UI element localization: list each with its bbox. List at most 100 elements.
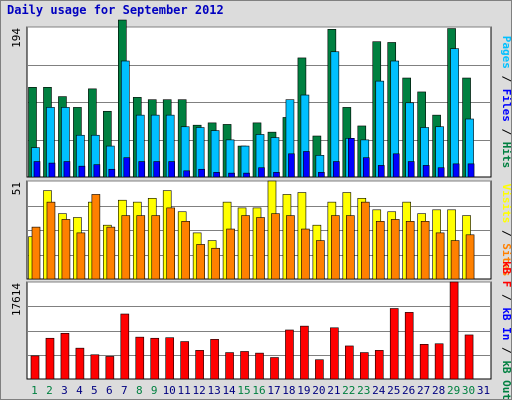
day-label: 12	[193, 384, 206, 397]
pages-bar	[258, 167, 265, 178]
sites-bar	[46, 201, 56, 280]
pages-bar	[93, 164, 101, 178]
day-label: 6	[106, 384, 113, 397]
day-label: 27	[417, 384, 430, 397]
sites-bar	[316, 240, 325, 280]
sites-bar	[390, 219, 400, 280]
sites-bar	[465, 234, 475, 280]
kbytes-bar	[389, 308, 399, 380]
sites-bar	[211, 247, 220, 280]
sites-bar	[196, 244, 205, 280]
pages-bar	[228, 172, 235, 178]
kbytes-bar	[225, 352, 234, 380]
kbytes-bar	[30, 355, 40, 380]
day-label: 9	[151, 384, 158, 397]
sites-bar	[61, 219, 71, 280]
pages-bar	[392, 153, 400, 178]
kbytes-bar	[150, 337, 160, 380]
side-label-part: /	[500, 287, 511, 307]
kbytes-bar	[165, 337, 175, 380]
sites-bar	[346, 215, 355, 280]
files-bar	[270, 137, 280, 178]
kbytes-bar	[255, 352, 264, 380]
pages-bar	[303, 151, 310, 178]
files-bar	[450, 48, 459, 178]
kbytes-bar	[300, 325, 309, 380]
pages-bar	[108, 168, 116, 178]
day-label: 28	[432, 384, 445, 397]
kbytes-bar	[270, 357, 279, 380]
pages-bar	[78, 165, 86, 178]
sites-bar	[271, 213, 280, 280]
day-label: 29	[447, 384, 460, 397]
sites-bar	[181, 221, 190, 280]
sites-bar	[256, 217, 265, 280]
pages-bar	[452, 163, 460, 178]
files-bar	[330, 51, 340, 178]
kbytes-bar	[105, 356, 115, 380]
pages-bar	[33, 161, 41, 178]
files-bar	[375, 80, 385, 178]
day-label: 3	[61, 384, 68, 397]
pages-bar	[467, 163, 475, 178]
day-label: 23	[357, 384, 370, 397]
pages-bar	[243, 172, 250, 178]
kbytes-bar	[135, 336, 145, 380]
panel-3-side-label: kB F / kB In / kB Out	[500, 261, 511, 399]
side-label-part: /	[500, 122, 511, 142]
kbytes-bar	[374, 350, 384, 380]
pages-bar	[288, 153, 295, 178]
day-label: 1	[31, 384, 38, 397]
sites-bar	[405, 221, 415, 280]
panel-2-ymax-label: 51	[10, 182, 23, 195]
kbytes-bar	[60, 332, 70, 380]
pages-bar	[377, 165, 385, 178]
day-label: 22	[342, 384, 355, 397]
side-label-part: Hits	[500, 142, 511, 169]
side-label-part: Pages	[500, 36, 511, 69]
kbytes-bar	[240, 351, 249, 380]
sites-bar	[420, 221, 430, 280]
sites-bar	[450, 240, 460, 280]
day-label: 24	[372, 384, 386, 397]
day-label: 13	[207, 384, 220, 397]
sites-bar	[76, 232, 86, 280]
pages-bar	[183, 170, 190, 178]
pages-bar	[348, 138, 355, 178]
sites-bar	[151, 215, 161, 280]
day-label: 5	[91, 384, 98, 397]
day-label: 15	[237, 384, 250, 397]
pages-bar	[63, 161, 71, 178]
kbytes-bar	[285, 329, 294, 380]
kbytes-bar	[345, 345, 354, 380]
side-label-part: kB Out	[500, 360, 511, 399]
kbytes-bar	[180, 341, 189, 380]
kbytes-bar	[90, 354, 100, 380]
panel-2-side-label: Visits / Sites	[500, 184, 511, 277]
day-label: 25	[387, 384, 400, 397]
pages-bar	[422, 165, 430, 178]
day-label: 8	[136, 384, 143, 397]
sites-bar	[286, 215, 295, 280]
side-label-part: /	[500, 69, 511, 89]
files-bar	[225, 139, 235, 178]
files-bar	[210, 130, 220, 178]
sites-bar	[435, 232, 445, 280]
sites-bar	[106, 226, 116, 280]
day-label: 11	[178, 384, 191, 397]
sites-bar	[136, 215, 146, 280]
day-label: 19	[297, 384, 310, 397]
kbytes-bar	[315, 359, 324, 380]
kbytes-bar	[120, 313, 130, 380]
pages-bar	[273, 172, 280, 178]
kbytes-bar	[75, 347, 85, 380]
day-label: 4	[76, 384, 83, 397]
panel-1-ymax-label: 194	[10, 28, 23, 48]
day-label: 20	[312, 384, 325, 397]
day-label: 17	[267, 384, 280, 397]
panel-1-side-label: Pages / Files / Hits	[500, 36, 511, 169]
kbytes-bar	[359, 352, 369, 380]
pages-bar	[333, 161, 340, 178]
files-bar	[240, 145, 250, 178]
